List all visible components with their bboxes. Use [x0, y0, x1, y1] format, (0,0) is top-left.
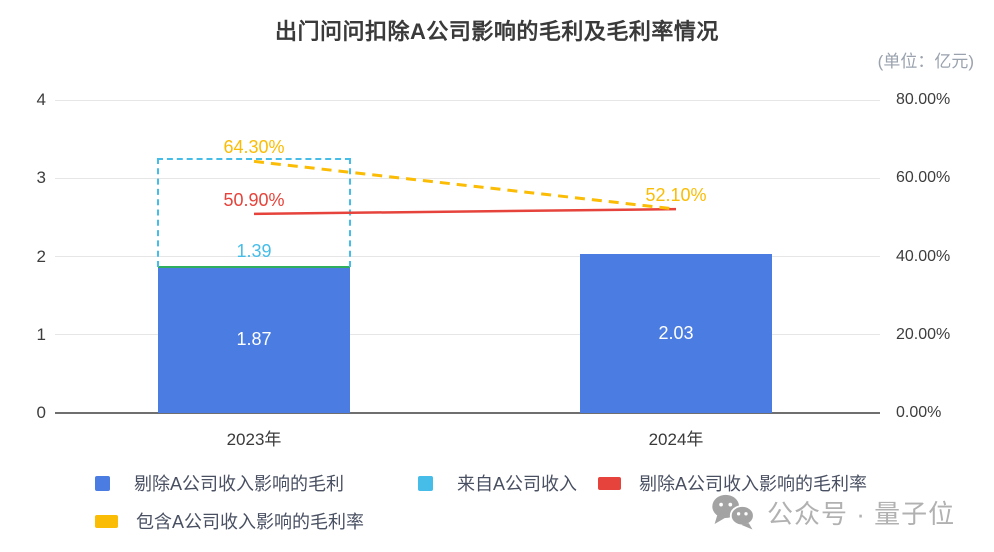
gridline — [55, 334, 880, 336]
legend-swatch — [95, 475, 110, 491]
line-point-label: 64.30% — [223, 137, 285, 158]
y-axis-tick-left: 3 — [36, 168, 46, 188]
legend-swatch — [598, 476, 621, 490]
legend-label: 剔除A公司收入影响的毛利 — [134, 474, 345, 494]
gridline — [55, 99, 880, 101]
y-axis-tick-right: 80.00% — [896, 91, 951, 108]
stacked-value-label: 1.39 — [236, 240, 272, 261]
y-axis-tick-right: 40.00% — [896, 247, 951, 265]
y-axis-tick-left: 0 — [36, 403, 46, 422]
legend-label: 来自A公司收入 — [457, 474, 578, 494]
y-axis-tick-left: 4 — [36, 90, 46, 109]
x-axis-label: 2023年 — [226, 430, 282, 449]
line-point-label: 52.10% — [645, 185, 707, 206]
bar-value-label: 2.03 — [658, 323, 694, 344]
legend-item: 剔除A公司收入影响的毛利率 — [598, 470, 867, 496]
legend-swatch — [95, 514, 118, 528]
y-axis-tick-right: 60.00% — [896, 169, 951, 187]
wechat-icon — [712, 494, 755, 530]
y-axis-tick-left: 1 — [36, 324, 46, 344]
x-axis-label: 2024年 — [648, 430, 704, 449]
bar-top-accent-line — [158, 265, 350, 269]
gridline — [55, 412, 880, 414]
chart-title: 出门问问扣除A公司影响的毛利及毛利率情况 — [275, 19, 719, 44]
bar-2023年: 1.87 — [158, 266, 350, 413]
watermark: 公众号 · 量子位 — [710, 493, 955, 531]
legend-item: 剔除A公司收入影响的毛利 — [95, 470, 344, 496]
legend-item: 包含A公司收入影响的毛利率 — [95, 508, 364, 534]
bar-2024年: 2.03 — [580, 254, 772, 413]
legend-label: 包含A公司收入影响的毛利率 — [136, 512, 365, 532]
legend-swatch — [418, 475, 433, 491]
y-axis-tick-left: 2 — [36, 246, 46, 266]
watermark-text: 公众号 · 量子位 — [767, 498, 956, 529]
legend-item: 来自A公司收入 — [418, 470, 577, 496]
y-axis-tick-right: 0.00% — [896, 404, 942, 421]
y-axis-tick-right: 20.00% — [896, 325, 951, 343]
line-point-label: 50.90% — [223, 189, 285, 210]
gridline — [55, 256, 880, 257]
legend-label: 剔除A公司收入影响的毛利率 — [639, 474, 868, 494]
unit-label: (单位：亿元) — [877, 52, 974, 71]
bar-value-label: 1.87 — [236, 329, 272, 350]
